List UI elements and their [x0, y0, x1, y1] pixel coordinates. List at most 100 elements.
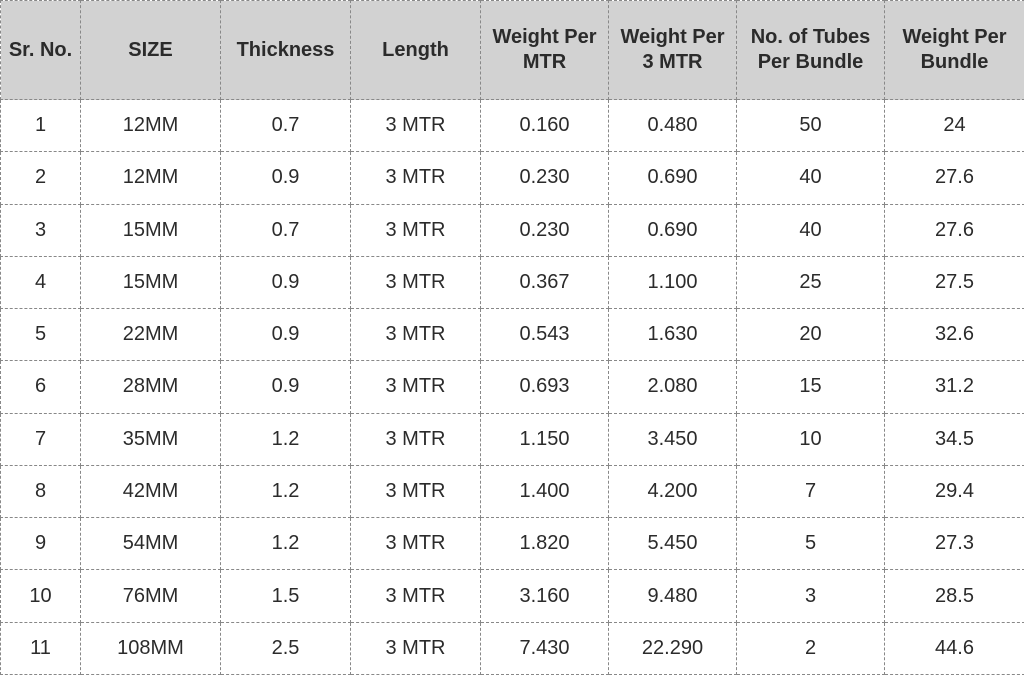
cell: 2.5 — [221, 622, 351, 674]
cell: 27.5 — [885, 256, 1024, 308]
cell: 2.080 — [609, 361, 737, 413]
cell: 3 MTR — [351, 256, 481, 308]
col-thickness: Thickness — [221, 1, 351, 100]
cell: 15MM — [81, 256, 221, 308]
cell: 3 — [1, 204, 81, 256]
cell: 1 — [1, 100, 81, 152]
col-weight-3mtr: Weight Per 3 MTR — [609, 1, 737, 100]
col-length: Length — [351, 1, 481, 100]
col-size: SIZE — [81, 1, 221, 100]
cell: 2 — [1, 152, 81, 204]
cell: 9 — [1, 518, 81, 570]
cell: 1.2 — [221, 465, 351, 517]
cell: 50 — [737, 100, 885, 152]
cell: 28.5 — [885, 570, 1024, 622]
cell: 11 — [1, 622, 81, 674]
cell: 32.6 — [885, 309, 1024, 361]
cell: 1.150 — [481, 413, 609, 465]
cell: 1.630 — [609, 309, 737, 361]
cell: 24 — [885, 100, 1024, 152]
cell: 3 — [737, 570, 885, 622]
cell: 0.367 — [481, 256, 609, 308]
cell: 3 MTR — [351, 465, 481, 517]
cell: 54MM — [81, 518, 221, 570]
cell: 76MM — [81, 570, 221, 622]
cell: 0.230 — [481, 152, 609, 204]
cell: 15MM — [81, 204, 221, 256]
cell: 3 MTR — [351, 100, 481, 152]
cell: 12MM — [81, 100, 221, 152]
cell: 4.200 — [609, 465, 737, 517]
cell: 0.690 — [609, 152, 737, 204]
table-row: 3 15MM 0.7 3 MTR 0.230 0.690 40 27.6 — [1, 204, 1024, 256]
cell: 22MM — [81, 309, 221, 361]
table-row: 8 42MM 1.2 3 MTR 1.400 4.200 7 29.4 — [1, 465, 1024, 517]
cell: 40 — [737, 152, 885, 204]
cell: 10 — [737, 413, 885, 465]
cell: 40 — [737, 204, 885, 256]
cell: 27.3 — [885, 518, 1024, 570]
cell: 1.100 — [609, 256, 737, 308]
cell: 7 — [737, 465, 885, 517]
cell: 0.230 — [481, 204, 609, 256]
cell: 42MM — [81, 465, 221, 517]
cell: 0.7 — [221, 100, 351, 152]
cell: 25 — [737, 256, 885, 308]
table-row: 7 35MM 1.2 3 MTR 1.150 3.450 10 34.5 — [1, 413, 1024, 465]
cell: 0.543 — [481, 309, 609, 361]
cell: 29.4 — [885, 465, 1024, 517]
table-row: 1 12MM 0.7 3 MTR 0.160 0.480 50 24 — [1, 100, 1024, 152]
cell: 22.290 — [609, 622, 737, 674]
cell: 3 MTR — [351, 570, 481, 622]
cell: 20 — [737, 309, 885, 361]
cell: 5 — [1, 309, 81, 361]
table-row: 10 76MM 1.5 3 MTR 3.160 9.480 3 28.5 — [1, 570, 1024, 622]
cell: 0.7 — [221, 204, 351, 256]
table-row: 6 28MM 0.9 3 MTR 0.693 2.080 15 31.2 — [1, 361, 1024, 413]
cell: 3 MTR — [351, 361, 481, 413]
cell: 3 MTR — [351, 309, 481, 361]
tube-spec-table: Sr. No. SIZE Thickness Length Weight Per… — [0, 0, 1024, 675]
cell: 8 — [1, 465, 81, 517]
cell: 6 — [1, 361, 81, 413]
cell: 1.5 — [221, 570, 351, 622]
col-sr-no: Sr. No. — [1, 1, 81, 100]
cell: 1.2 — [221, 518, 351, 570]
col-weight-bundle: Weight Per Bundle — [885, 1, 1024, 100]
cell: 5.450 — [609, 518, 737, 570]
table-row: 11 108MM 2.5 3 MTR 7.430 22.290 2 44.6 — [1, 622, 1024, 674]
cell: 3 MTR — [351, 622, 481, 674]
cell: 2 — [737, 622, 885, 674]
cell: 34.5 — [885, 413, 1024, 465]
cell: 0.9 — [221, 152, 351, 204]
table-header-row: Sr. No. SIZE Thickness Length Weight Per… — [1, 1, 1024, 100]
cell: 1.400 — [481, 465, 609, 517]
cell: 1.820 — [481, 518, 609, 570]
cell: 31.2 — [885, 361, 1024, 413]
col-tubes-bundle: No. of Tubes Per Bundle — [737, 1, 885, 100]
table-row: 2 12MM 0.9 3 MTR 0.230 0.690 40 27.6 — [1, 152, 1024, 204]
cell: 4 — [1, 256, 81, 308]
cell: 3.160 — [481, 570, 609, 622]
cell: 3 MTR — [351, 518, 481, 570]
cell: 1.2 — [221, 413, 351, 465]
col-weight-mtr: Weight Per MTR — [481, 1, 609, 100]
cell: 108MM — [81, 622, 221, 674]
table-row: 5 22MM 0.9 3 MTR 0.543 1.630 20 32.6 — [1, 309, 1024, 361]
cell: 0.480 — [609, 100, 737, 152]
cell: 7.430 — [481, 622, 609, 674]
cell: 0.690 — [609, 204, 737, 256]
cell: 3 MTR — [351, 413, 481, 465]
cell: 3 MTR — [351, 204, 481, 256]
cell: 0.9 — [221, 361, 351, 413]
cell: 12MM — [81, 152, 221, 204]
cell: 0.9 — [221, 256, 351, 308]
cell: 28MM — [81, 361, 221, 413]
table-row: 4 15MM 0.9 3 MTR 0.367 1.100 25 27.5 — [1, 256, 1024, 308]
cell: 3.450 — [609, 413, 737, 465]
cell: 3 MTR — [351, 152, 481, 204]
cell: 9.480 — [609, 570, 737, 622]
cell: 15 — [737, 361, 885, 413]
cell: 5 — [737, 518, 885, 570]
cell: 27.6 — [885, 204, 1024, 256]
